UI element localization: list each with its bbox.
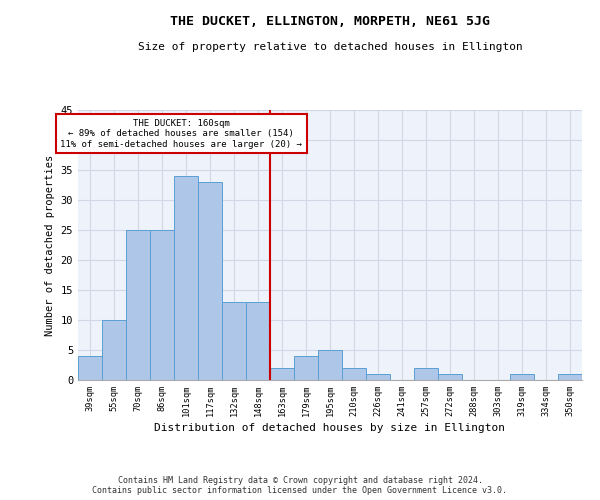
Bar <box>126 230 150 380</box>
Y-axis label: Number of detached properties: Number of detached properties <box>45 154 55 336</box>
Text: Contains HM Land Registry data © Crown copyright and database right 2024.
Contai: Contains HM Land Registry data © Crown c… <box>92 476 508 495</box>
X-axis label: Distribution of detached houses by size in Ellington: Distribution of detached houses by size … <box>155 424 505 434</box>
Bar <box>102 320 126 380</box>
Text: THE DUCKET, ELLINGTON, MORPETH, NE61 5JG: THE DUCKET, ELLINGTON, MORPETH, NE61 5JG <box>170 15 490 28</box>
Text: THE DUCKET: 160sqm
← 89% of detached houses are smaller (154)
11% of semi-detach: THE DUCKET: 160sqm ← 89% of detached hou… <box>60 119 302 149</box>
Bar <box>270 368 294 380</box>
Bar <box>246 302 270 380</box>
Bar <box>294 356 318 380</box>
Bar <box>174 176 198 380</box>
Bar <box>342 368 366 380</box>
Bar <box>558 374 582 380</box>
Bar <box>222 302 246 380</box>
Bar <box>366 374 390 380</box>
Bar <box>318 350 342 380</box>
Bar <box>510 374 534 380</box>
Bar <box>198 182 222 380</box>
Bar <box>438 374 462 380</box>
Bar <box>150 230 174 380</box>
Bar <box>414 368 438 380</box>
Text: Size of property relative to detached houses in Ellington: Size of property relative to detached ho… <box>137 42 523 52</box>
Bar <box>78 356 102 380</box>
